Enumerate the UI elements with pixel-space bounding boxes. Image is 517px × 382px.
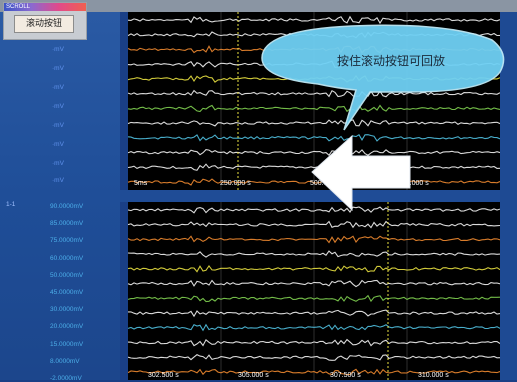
y-tick-label: ·mV (52, 103, 64, 110)
y-tick-label: 45.0000mV (50, 289, 84, 296)
signal-trace (128, 323, 500, 332)
y-tick-label: 30.0000mV (50, 306, 84, 314)
x-tick-label: 302.500 s (148, 372, 179, 379)
detail-plot[interactable] (128, 202, 500, 380)
x-tick-label: 305.000 s (238, 372, 269, 379)
signal-trace (128, 15, 500, 25)
y-tick-label: 50.0000mV (50, 271, 84, 279)
y-tick-label: 20.0000mV (50, 323, 84, 331)
signal-trace (128, 250, 500, 258)
y-tick-label: ·mV (52, 84, 64, 91)
detail-plot-traces (128, 202, 500, 380)
x-tick-label: 5ms (134, 180, 148, 187)
window-top-frame (0, 0, 517, 12)
y-tick-label: 8.0000mV (50, 357, 80, 365)
signal-trace (128, 354, 500, 361)
y-tick-label: 15.0000mV (50, 340, 84, 348)
signal-trace (128, 235, 500, 244)
y-tick-label: ·mV (52, 160, 64, 167)
y-axis-panel: ·mV ·mV ·mV ·mV ·mV ·mV ·mV ·mV ·mV (0, 12, 120, 380)
signal-trace (128, 279, 500, 288)
scroll-widget-title: SCROLL (4, 3, 86, 11)
scroll-widget: SCROLL 滚动按钮 (3, 2, 87, 40)
signal-trace (128, 368, 500, 376)
x-tick-label: 500.000 s (310, 180, 341, 187)
y-tick-label: ·mV (52, 65, 64, 72)
x-tick-label: 250.000 s (220, 180, 251, 187)
signal-trace (128, 309, 500, 318)
y-tick-label: -2.0000mV (50, 375, 82, 382)
y-tick-label: ·mV (52, 46, 64, 53)
y-tick-label: 90.0000mV (50, 203, 84, 210)
panel-divider (120, 190, 517, 202)
channel-label: 1-1 (6, 201, 16, 208)
y-tick-label: ·mV (52, 177, 64, 184)
x-tick-label: 310.000 s (418, 372, 449, 379)
right-margin (500, 12, 517, 380)
x-tick-label: 750.000 s (398, 180, 429, 187)
signal-trace (128, 220, 500, 229)
signal-trace (128, 338, 500, 347)
scroll-button[interactable]: 滚动按钮 (14, 15, 74, 33)
y-tick-label: 85.0000mV (50, 220, 84, 228)
overview-plot-traces (128, 12, 500, 190)
y-tick-label: ·mV (52, 122, 64, 129)
callout-text: 按住滚动按钮可回放 (336, 54, 445, 68)
y-tick-label: 60.0000mV (50, 254, 84, 262)
overview-plot[interactable] (128, 12, 500, 190)
y-tick-label: 75.0000mV (50, 237, 84, 245)
y-tick-label: ·mV (52, 141, 64, 148)
signal-trace (128, 294, 500, 303)
signal-trace (128, 264, 500, 273)
x-tick-label: 307.500 s (330, 372, 361, 379)
